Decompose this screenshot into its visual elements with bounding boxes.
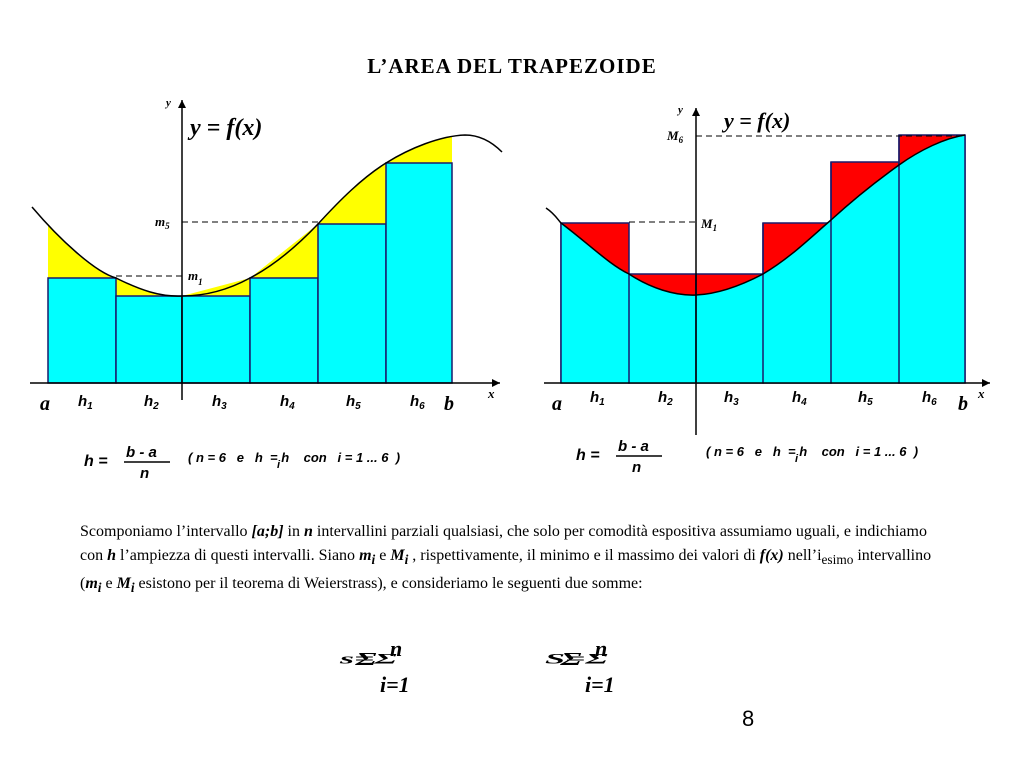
right-h-labels: h1 h2 h3 h4 h5 h6 [590,389,937,408]
svg-text:S=Σ: S=Σ [545,651,608,667]
left-figure: y x y = f(x) m5 m1 a b h1 h2 h3 h4 h5 h6… [30,97,503,482]
svg-text:h4: h4 [792,389,807,408]
svg-text:h6: h6 [410,393,425,412]
svg-text:n: n [140,465,149,482]
svg-text:h2: h2 [658,389,673,408]
svg-text:h1: h1 [590,389,605,408]
right-x-axis-label: x [977,386,985,401]
right-b-label: b [958,393,968,415]
svg-text:h =: h = [576,447,600,464]
right-curve [545,134,966,296]
right-formula: h = b - a n ( n = 6 e h = h con i = 1 ..… [576,438,918,476]
right-a-label: a [552,393,562,415]
left-formula: h = b - a n ( n = 6 e h = h con i = 1 ..… [84,444,400,482]
svg-text:( n = 6 e h = h con: ( n = 6 e h = h con i = 1 ... 6 ) [706,444,918,459]
svg-text:( n = 6 e h = h con: ( n = 6 e h = h con i = 1 ... 6 ) [188,450,400,465]
svg-text:i=1: i=1 [380,672,410,697]
right-M6-label: M6 [666,128,684,145]
right-figure: y x y = f(x) M6 M1 a b h1 h2 h3 h4 h5 h6… [544,104,990,476]
right-function-label: y = f(x) [721,108,790,133]
left-x-axis-label: x [487,386,495,401]
svg-text:i: i [277,459,281,471]
left-y-axis-label: y [164,97,171,109]
svg-text:h1: h1 [78,393,93,412]
sum-formulas-garbled: n Σ s=Σ i=1 n Σ S=Σ i=1 [339,636,615,697]
left-b-label: b [444,393,454,415]
left-inscribed-rects [47,162,453,384]
svg-text:h6: h6 [922,389,937,408]
svg-text:Σ: Σ [559,649,581,669]
svg-text:h5: h5 [858,389,873,408]
svg-text:n: n [632,459,641,476]
svg-text:i=1: i=1 [585,672,615,697]
svg-text:n: n [390,636,402,661]
svg-text:b - a: b - a [126,444,157,461]
page-number: 8 [742,706,755,731]
svg-text:n: n [595,636,607,661]
svg-text:Σ: Σ [354,649,376,669]
left-curve [31,134,503,297]
svg-text:h3: h3 [724,389,739,408]
left-function-label: y = f(x) [187,115,262,141]
left-h-labels: h1 h2 h3 h4 h5 h6 [78,393,425,412]
svg-text:h =: h = [84,453,108,470]
left-m5-label: m5 [155,214,170,231]
svg-text:h5: h5 [346,393,361,412]
svg-text:s=Σ: s=Σ [339,651,397,667]
svg-text:b - a: b - a [618,438,649,455]
right-area-under-curve [561,135,965,383]
svg-text:h4: h4 [280,393,295,412]
left-m1-label: m1 [188,268,203,287]
left-a-label: a [40,393,50,415]
right-y-axis-label: y [676,104,683,116]
page-title: L’AREA DEL TRAPEZOIDE [367,54,657,78]
explanation-paragraph: Scomponiamo l’intervallo [a;b] in n inte… [80,523,932,596]
svg-text:h3: h3 [212,393,227,412]
svg-text:i: i [795,453,799,465]
right-M1-label: M1 [700,216,717,233]
svg-text:h2: h2 [144,393,159,412]
